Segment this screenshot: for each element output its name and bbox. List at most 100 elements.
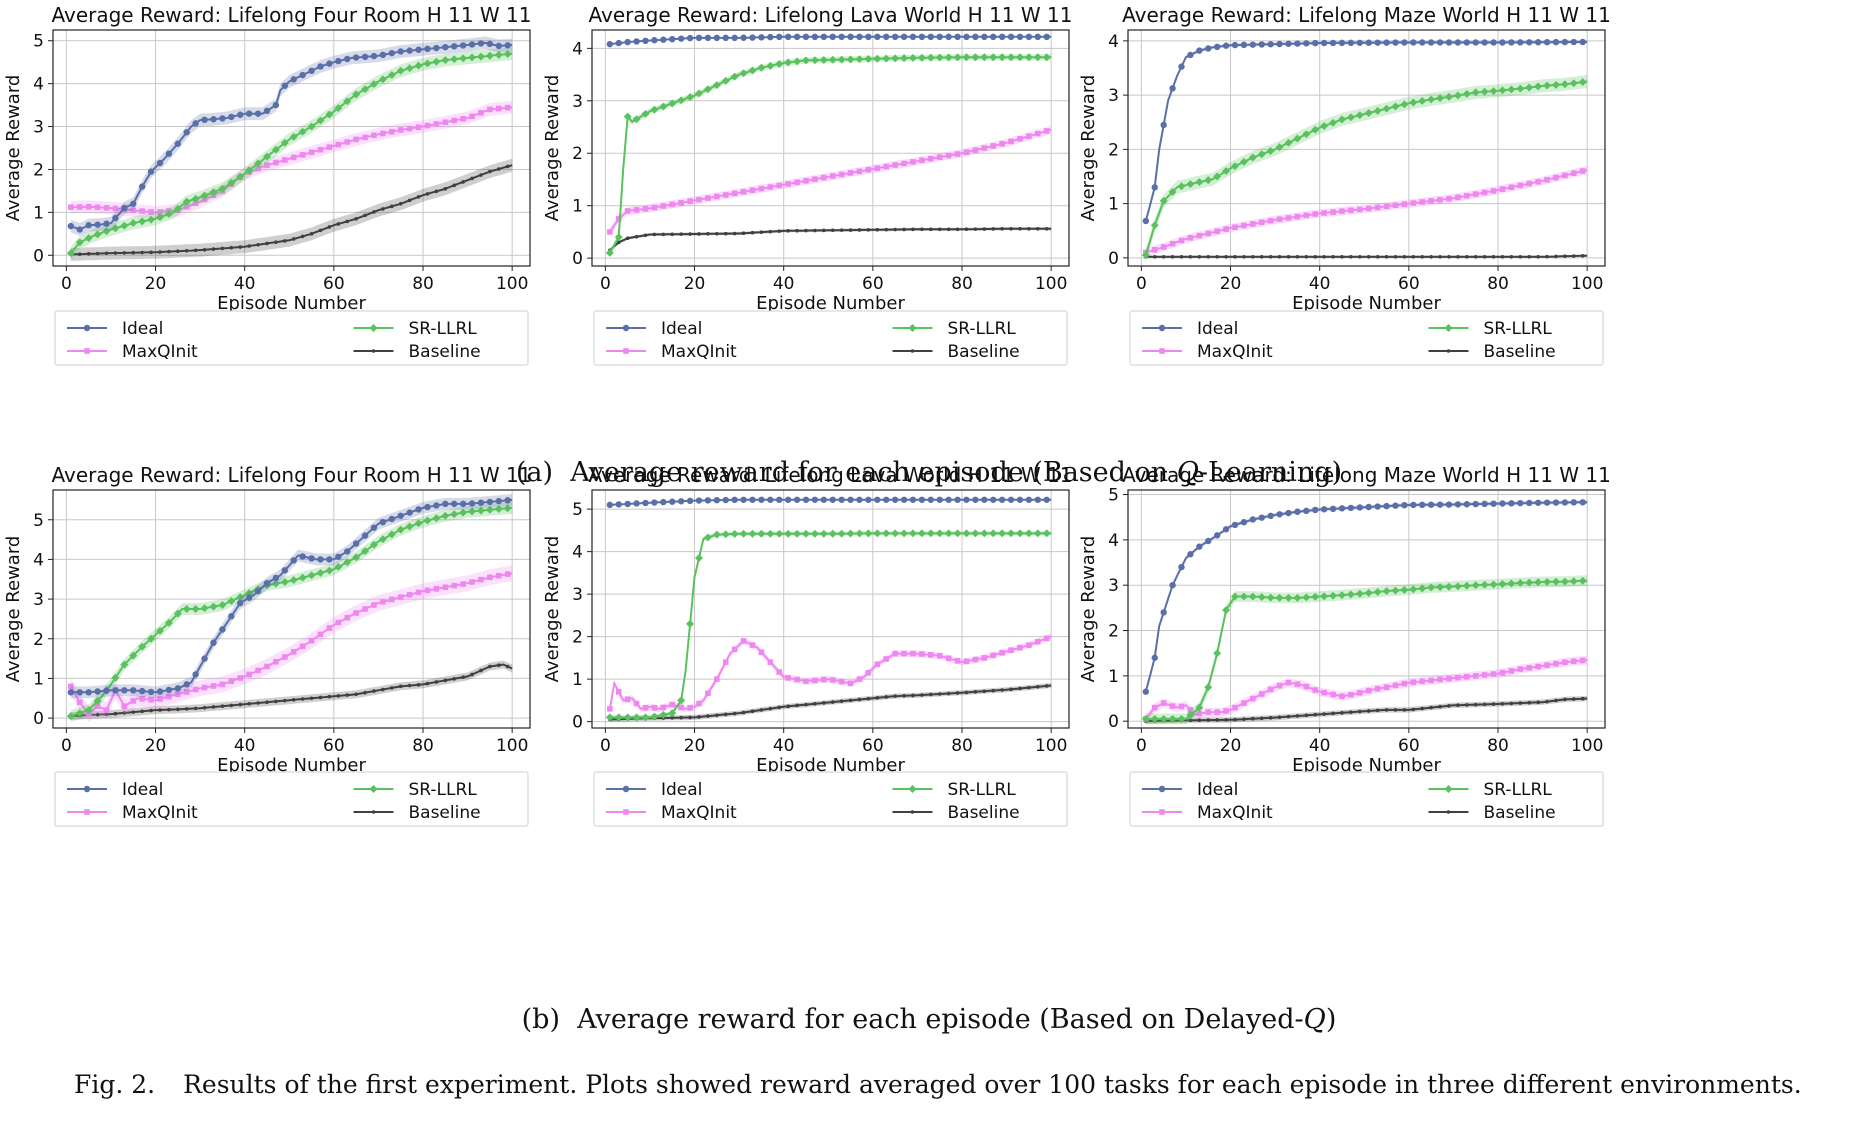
maxqinit-marker [1455, 194, 1461, 201]
maxqinit-marker [1285, 215, 1292, 221]
ideal-marker [686, 497, 694, 505]
maxqinit-marker [722, 659, 729, 665]
ideal-marker [963, 33, 970, 41]
series-line [1145, 579, 1588, 720]
baseline-marker [715, 713, 719, 718]
baseline-marker [371, 349, 376, 353]
baseline-marker [786, 229, 790, 233]
maxqinit-marker [380, 599, 386, 605]
sr-llrl-marker [900, 529, 909, 538]
baseline-marker [1170, 254, 1175, 259]
sr-llrl-marker [1007, 53, 1016, 62]
maxqinit-marker [1419, 199, 1426, 205]
sr-llrl-marker [721, 76, 730, 85]
maxqinit-marker [1526, 180, 1533, 187]
baseline-marker [149, 708, 153, 713]
baseline-marker [327, 225, 332, 229]
ideal-marker [459, 500, 467, 508]
y-tick-label: 3 [1108, 576, 1119, 596]
sr-llrl-marker [998, 529, 1007, 538]
plot-frame [52, 29, 531, 267]
baseline-marker [122, 251, 127, 255]
baseline-marker [265, 700, 269, 705]
sr-llrl-marker [477, 506, 485, 515]
ideal-marker [344, 55, 351, 63]
ideal-marker [1231, 521, 1239, 529]
ideal-marker [1240, 518, 1248, 526]
maxqinit-marker [785, 675, 791, 681]
sr-llrl-marker [775, 529, 784, 538]
sr-llrl-marker [730, 72, 739, 81]
confidence-band [70, 565, 513, 722]
baseline-marker [443, 678, 448, 683]
maxqinit-marker [767, 659, 774, 665]
sr-llrl-marker [1024, 529, 1033, 538]
maxqinit-marker [1544, 176, 1550, 183]
baseline-marker [390, 686, 394, 690]
legend-label: Ideal [1197, 780, 1238, 800]
ideal-marker [1303, 507, 1310, 515]
series-baseline [608, 226, 1052, 253]
sr-llrl-marker [378, 535, 387, 544]
maxqinit-marker [84, 348, 90, 354]
ideal-marker [121, 204, 128, 212]
legend-label: Baseline [409, 803, 481, 823]
sr-llrl-marker [730, 529, 739, 538]
baseline-marker [300, 697, 305, 701]
sr-llrl-marker [271, 145, 280, 154]
sr-llrl-marker [245, 166, 254, 175]
maxqinit-marker [714, 193, 720, 200]
ideal-marker [1205, 45, 1212, 52]
legend-entry-baseline: Baseline [1428, 803, 1556, 823]
ideal-marker [820, 496, 828, 503]
sr-llrl-marker [1320, 592, 1329, 601]
series-sr-llrl [66, 47, 513, 260]
sr-llrl-marker [147, 215, 156, 224]
baseline-marker [813, 701, 817, 706]
baseline-marker [158, 250, 162, 254]
x-tick-label: 80 [412, 274, 434, 294]
sr-llrl-marker [810, 529, 819, 538]
ideal-marker [1436, 501, 1444, 508]
maxqinit-marker [469, 579, 475, 585]
sr-llrl-marker [917, 529, 926, 538]
ideal-marker [112, 214, 119, 222]
maxqinit-marker [731, 190, 738, 197]
baseline-marker [1242, 254, 1246, 259]
maxqinit-marker [1544, 662, 1550, 668]
y-tick-label: 3 [1108, 86, 1119, 106]
maxqinit-marker [776, 182, 783, 189]
sr-llrl-marker [298, 127, 307, 136]
series-baseline [69, 158, 513, 261]
maxqinit-marker [1151, 704, 1158, 711]
sr-llrl-marker [164, 618, 173, 627]
sr-llrl-marker [209, 188, 218, 197]
baseline-marker [104, 712, 109, 717]
ideal-marker [1276, 40, 1283, 48]
ideal-marker [1142, 217, 1150, 225]
maxqinit-marker [1330, 691, 1336, 698]
legend-entry-sr-llrl: SR-LLRL [1428, 319, 1552, 339]
baseline-marker [1375, 254, 1380, 259]
maxqinit-marker [981, 655, 988, 661]
ideal-marker [263, 107, 271, 115]
baseline-marker [1438, 254, 1442, 259]
baseline-marker [95, 712, 100, 717]
ideal-marker [1338, 39, 1346, 47]
baseline-marker [167, 707, 171, 712]
baseline-marker [1438, 704, 1442, 709]
caption-b-label: (b) [521, 1004, 560, 1035]
ideal-marker [1312, 39, 1319, 47]
sr-llrl-marker [138, 217, 147, 226]
ideal-marker [228, 613, 235, 620]
ideal-marker [335, 57, 342, 65]
ideal-marker [811, 33, 819, 41]
maxqinit-marker [1517, 182, 1524, 189]
sr-llrl-marker [721, 530, 730, 539]
baseline-marker [283, 239, 287, 243]
series-sr-llrl [1141, 575, 1588, 725]
baseline-marker [416, 195, 421, 199]
ideal-marker [1267, 41, 1274, 48]
baseline-marker [1215, 254, 1219, 259]
ideal-marker [308, 555, 315, 562]
